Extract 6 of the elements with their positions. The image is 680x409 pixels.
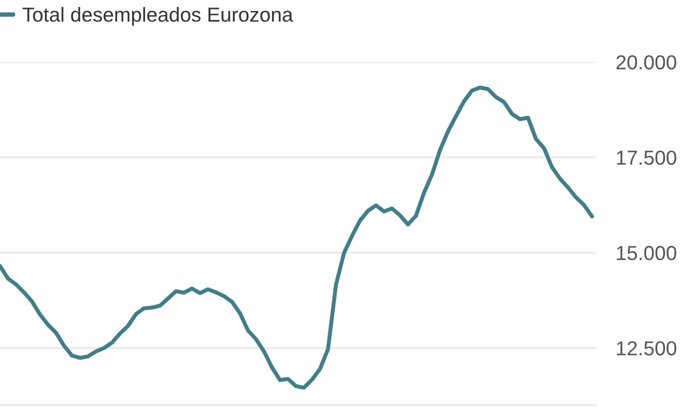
y-tick-label: 20.000 <box>616 55 676 70</box>
y-tick-label: 12.500 <box>616 341 676 356</box>
line-series <box>0 86 594 390</box>
y-tick-label: 17.500 <box>616 150 676 165</box>
y-tick-label: 15.000 <box>616 246 676 260</box>
legend-label: Total desempleados Eurozona <box>22 7 294 26</box>
